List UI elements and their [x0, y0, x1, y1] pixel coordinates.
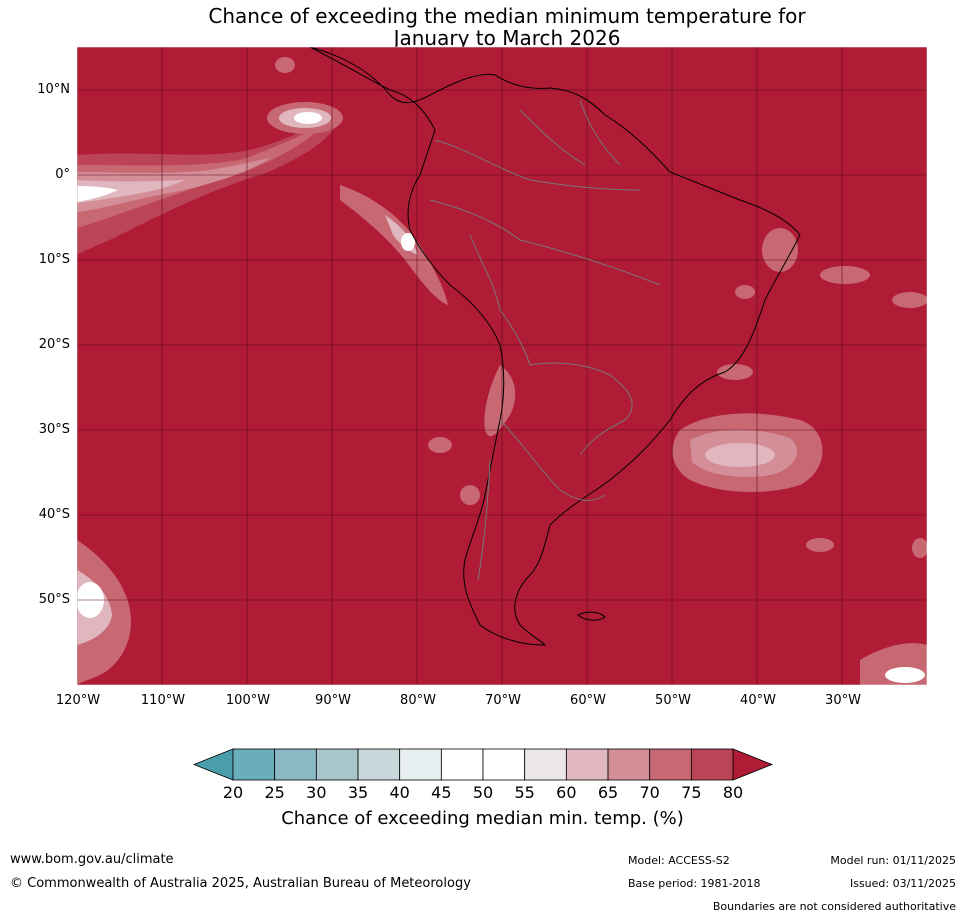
coastline [309, 47, 801, 646]
probability-contours [77, 57, 927, 685]
colorbar-tick-label: 35 [347, 783, 369, 802]
colorbar-tick-label: 50 [472, 783, 494, 802]
colorbar-tick-label: 40 [389, 783, 410, 802]
colorbar-bin [440, 748, 484, 781]
colorbar-bin [565, 748, 609, 781]
lon-label-100w: 100°W [225, 693, 271, 708]
colorbar-tick-label: 70 [639, 783, 660, 802]
lat-label-0: 0° [55, 167, 70, 182]
colorbar-extend-low [192, 748, 234, 781]
boundaries-disclaimer: Boundaries are not considered authoritat… [712, 900, 956, 913]
falkland-islands [577, 611, 606, 621]
colorbar-bin [232, 748, 276, 781]
colorbar-tick-label: 65 [597, 783, 619, 802]
colorbar-bin [690, 748, 734, 781]
chart-title: Chance of exceeding the median minimum t… [0, 5, 965, 49]
graticule [77, 47, 927, 685]
model-run: Model run: 01/11/2025 [830, 854, 956, 867]
map-area [77, 47, 927, 685]
lon-label-80w: 80°W [400, 693, 436, 708]
colorbar-bin [607, 748, 651, 781]
colorbar-tick-label: 55 [514, 783, 535, 802]
colorbar-tick-label: 30 [306, 783, 327, 802]
colorbar-extend-high [732, 748, 774, 781]
colorbar-tick-label: 45 [431, 783, 452, 802]
lon-label-40w: 40°W [740, 693, 776, 708]
lon-label-110w: 110°W [140, 693, 186, 708]
colorbar-bin [649, 748, 692, 781]
lat-label-30s: 30°S [38, 422, 70, 437]
lon-label-90w: 90°W [315, 693, 351, 708]
colorbar-tick-label: 25 [264, 783, 285, 802]
lat-label-10n: 10°N [37, 82, 70, 97]
lat-label-50s: 50°S [38, 592, 70, 607]
colorbar-bin [357, 748, 401, 781]
lat-label-40s: 40°S [38, 507, 70, 522]
lon-label-120w: 120°W [55, 693, 101, 708]
colorbar-bin [482, 748, 526, 781]
lat-label-20s: 20°S [38, 337, 70, 352]
title-line-1: Chance of exceeding the median minimum t… [208, 4, 806, 28]
colorbar-bin [274, 748, 317, 781]
colorbar-label: Chance of exceeding median min. temp. (%… [281, 808, 684, 829]
issued-date: Issued: 03/11/2025 [849, 877, 956, 890]
website-link[interactable]: www.bom.gov.au/climate [10, 852, 174, 867]
lon-label-70w: 70°W [485, 693, 521, 708]
title-line-2: January to March 2026 [393, 26, 621, 50]
lon-label-50w: 50°W [655, 693, 691, 708]
colorbar-bin [399, 748, 442, 781]
country-borders [429, 99, 661, 581]
lon-label-60w: 60°W [570, 693, 606, 708]
colorbar [192, 748, 774, 781]
base-period: Base period: 1981-2018 [628, 877, 761, 890]
lon-label-30w: 30°W [825, 693, 861, 708]
model-name: Model: ACCESS-S2 [628, 854, 730, 867]
map-frame [76, 46, 928, 686]
lat-label-10s: 10°S [38, 252, 70, 267]
colorbar-tick-label: 75 [681, 783, 702, 802]
colorbar-tick-label: 60 [556, 783, 577, 802]
colorbar-bin [315, 748, 359, 781]
colorbar-tick-label: 80 [722, 783, 744, 802]
copyright-text: © Commonwealth of Australia 2025, Austra… [10, 876, 471, 891]
colorbar-tick-label: 20 [222, 783, 244, 802]
colorbar-bin [524, 748, 567, 781]
